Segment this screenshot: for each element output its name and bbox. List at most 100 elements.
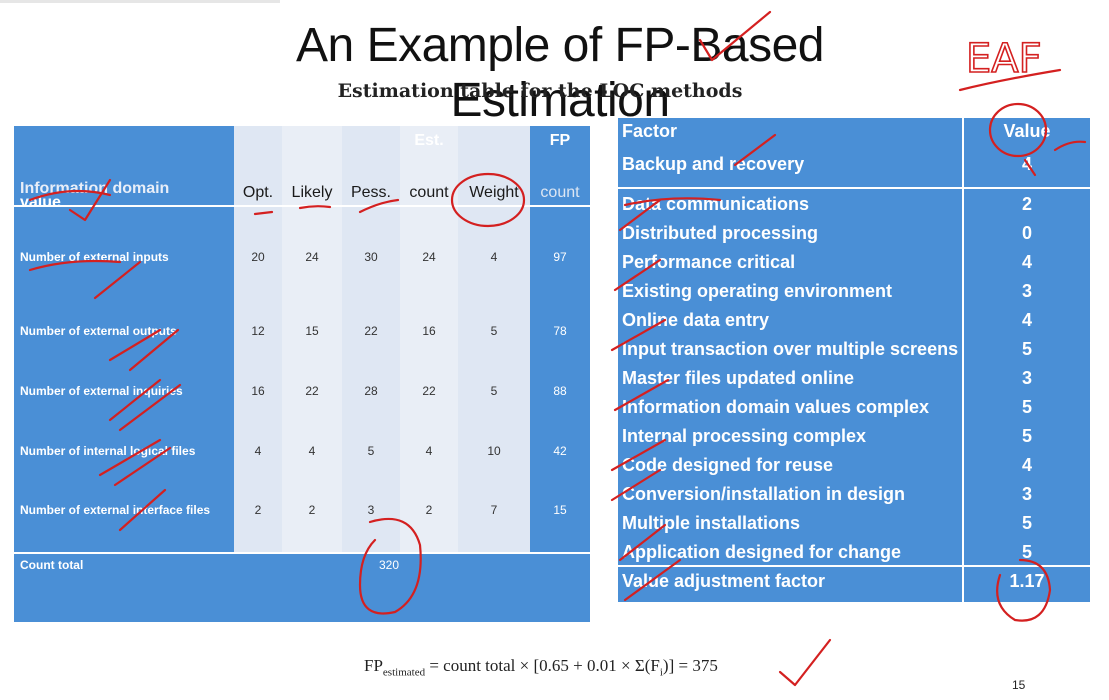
check-code [610,468,662,502]
handwritten-eaf: EAF [966,36,1042,82]
cell-opt: 16 [251,384,265,398]
check-outputs-1 [108,328,162,362]
factor-label: Internal processing complex [622,426,867,446]
check-domain [68,178,112,222]
formula-rhs: = count total × [0.65 + 0.01 × Σ(F [425,656,660,675]
factor-label: Application designed for change [622,542,902,562]
factor-label: Online data entry [622,310,770,330]
col-stripe-pess [342,126,400,552]
cell-weight: 5 [490,384,498,398]
formula-rhs-subscript: i [659,666,663,679]
factor-value: 5 [1021,426,1032,446]
cell-opt: 12 [251,324,265,338]
check-inquiries-1 [108,378,162,422]
factor-label: Performance critical [622,252,796,272]
cell-pess: 28 [364,384,378,398]
header-divider [14,205,590,207]
factor-value: 2 [1021,194,1032,214]
cell-likely: 4 [308,444,316,458]
cell-weight: 7 [490,503,498,517]
underline-opt [253,210,274,216]
factor-label: Information domain values complex [622,397,930,417]
page-number: 15 [1012,678,1026,692]
check-master [613,378,670,412]
header-likely: Likely [291,184,333,201]
cell-est-count: 22 [422,384,436,398]
check-backup [733,133,777,167]
header-weight: Weight [469,184,519,201]
value-column-divider [962,118,964,602]
circle-value-header [988,102,1048,158]
col-stripe-weight [458,126,530,552]
col-stripe-opt [234,126,282,552]
count-total-value: 320 [378,558,400,572]
check-multiple [618,523,667,562]
formula-lhs: FP [364,656,383,675]
header-fp: FP [549,132,571,149]
circle-count-total [358,517,422,615]
factor-label: Code designed for reuse [622,455,834,475]
formula-rhs-end: )] = 375 [662,656,718,675]
cell-pess: 30 [364,250,378,264]
factor-label: Input transaction over multiple screens [622,339,959,359]
top-bar [0,0,280,3]
underline-pess [358,198,400,214]
cell-weight: 10 [487,444,501,458]
cell-fp-count: 42 [553,444,567,458]
cell-est-count: 2 [425,503,433,517]
factor-label: Backup and recovery [622,154,805,174]
header-factor: Factor [622,121,678,141]
row-label: Number of external outputs [20,324,177,338]
cell-weight: 5 [490,324,498,338]
factor-value: 4 [1021,252,1032,272]
header-divider [618,187,1090,189]
circle-weight [450,172,526,228]
check-perf [613,258,662,292]
factor-label: Multiple installations [622,513,801,533]
underline-eaf [958,68,1062,92]
cell-opt: 2 [254,503,262,517]
header-est: Est. [414,132,444,149]
factor-value: 5 [1021,513,1032,533]
check-interface [118,488,167,532]
check-outputs-2 [128,328,180,372]
squiggle-value [1053,140,1087,152]
cell-est-count: 24 [422,250,436,264]
check-mark-title [698,10,772,62]
cell-likely: 24 [305,250,319,264]
row-label: Number of external inputs [20,250,169,264]
cell-fp-count: 88 [553,384,567,398]
cell-pess: 3 [367,503,375,517]
cell-fp-count: 15 [553,503,567,517]
factor-label: Conversion/installation in design [622,484,906,504]
header-pess: Pess. [350,184,391,201]
vaf-value: 1.17 [1009,571,1045,591]
count-total-label: Count total [20,558,84,572]
factor-value: 0 [1021,223,1032,243]
cell-fp-count: 78 [553,324,567,338]
factor-value: 3 [1021,281,1032,301]
cell-pess: 5 [367,444,375,458]
cell-fp-count: 97 [553,250,567,264]
header-fp-count: count [540,184,580,201]
factor-value: 5 [1021,397,1032,417]
factor-value: 4 [1021,455,1032,475]
cell-est-count: 4 [425,444,433,458]
underline-likely [298,205,332,210]
factor-label: Existing operating environment [622,281,893,301]
check-online [610,318,667,352]
check-internal [610,438,667,472]
row-label: Number of internal logical files [20,444,196,458]
header-opt: Opt. [242,184,274,201]
check-inquiries-2 [118,383,182,432]
factor-value: 5 [1021,542,1032,562]
col-stripe-est [400,126,458,552]
factor-value: 3 [1021,368,1032,388]
factor-value: 3 [1021,484,1032,504]
cell-likely: 22 [305,384,319,398]
cell-opt: 20 [251,250,265,264]
vaf-divider [618,565,1090,567]
check-files-2 [113,446,172,487]
header-value: Value [1003,121,1051,141]
